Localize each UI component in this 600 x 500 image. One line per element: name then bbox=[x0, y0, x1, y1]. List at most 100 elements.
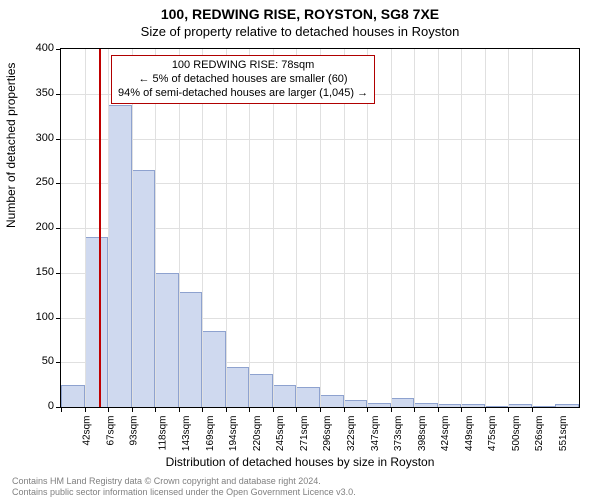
x-tick bbox=[508, 407, 509, 412]
histogram-bar bbox=[508, 404, 532, 407]
x-tick-label: 551sqm bbox=[558, 416, 569, 452]
gridline-v bbox=[391, 49, 392, 407]
plot-area: 100 REDWING RISE: 78sqm ← 5% of detached… bbox=[60, 48, 580, 408]
x-tick-label: 475sqm bbox=[487, 416, 498, 452]
x-tick bbox=[414, 407, 415, 412]
x-tick bbox=[226, 407, 227, 412]
annotation-line-1: 100 REDWING RISE: 78sqm bbox=[118, 59, 368, 73]
x-tick bbox=[391, 407, 392, 412]
y-tick-label: 50 bbox=[4, 355, 54, 367]
gridline-v bbox=[438, 49, 439, 407]
x-tick-label: 500sqm bbox=[511, 416, 522, 452]
y-tick bbox=[56, 228, 61, 229]
histogram-bar bbox=[132, 170, 156, 407]
y-tick bbox=[56, 49, 61, 50]
x-tick-label: 526sqm bbox=[534, 416, 545, 452]
x-axis-title: Distribution of detached houses by size … bbox=[0, 455, 600, 469]
footer-attribution: Contains HM Land Registry data © Crown c… bbox=[12, 476, 356, 498]
histogram-bar bbox=[61, 385, 85, 407]
x-tick bbox=[273, 407, 274, 412]
y-tick-label: 150 bbox=[4, 266, 54, 278]
x-tick bbox=[532, 407, 533, 412]
x-tick bbox=[367, 407, 368, 412]
histogram-bar bbox=[320, 395, 344, 407]
x-tick-label: 398sqm bbox=[417, 416, 428, 452]
x-tick-label: 449sqm bbox=[464, 416, 475, 452]
x-tick bbox=[296, 407, 297, 412]
x-tick bbox=[85, 407, 86, 412]
x-tick bbox=[438, 407, 439, 412]
gridline-v bbox=[485, 49, 486, 407]
y-tick-label: 250 bbox=[4, 176, 54, 188]
gridline-v bbox=[108, 49, 109, 407]
histogram-bar bbox=[414, 403, 438, 407]
y-tick bbox=[56, 94, 61, 95]
chart-title-main: 100, REDWING RISE, ROYSTON, SG8 7XE bbox=[0, 0, 600, 22]
x-tick bbox=[61, 407, 62, 412]
x-tick-label: 322sqm bbox=[346, 416, 357, 452]
x-tick-label: 296sqm bbox=[323, 416, 334, 452]
x-tick-label: 93sqm bbox=[129, 416, 140, 446]
chart-title-sub: Size of property relative to detached ho… bbox=[0, 22, 600, 39]
histogram-bar bbox=[555, 404, 579, 407]
histogram-bar bbox=[249, 374, 273, 407]
histogram-bar bbox=[438, 404, 462, 407]
x-tick-label: 220sqm bbox=[252, 416, 263, 452]
y-tick bbox=[56, 273, 61, 274]
y-tick bbox=[56, 139, 61, 140]
y-tick-label: 0 bbox=[4, 400, 54, 412]
annotation-line-2: ← 5% of detached houses are smaller (60) bbox=[118, 73, 368, 87]
gridline-v bbox=[414, 49, 415, 407]
histogram-bar bbox=[179, 292, 203, 407]
x-tick-label: 347sqm bbox=[370, 416, 381, 452]
histogram-bar bbox=[273, 385, 297, 407]
x-tick-label: 245sqm bbox=[275, 416, 286, 452]
gridline-v bbox=[508, 49, 509, 407]
x-tick bbox=[132, 407, 133, 412]
gridline-v bbox=[85, 49, 86, 407]
histogram-bar bbox=[461, 404, 485, 407]
histogram-bar bbox=[85, 237, 109, 407]
y-tick-label: 100 bbox=[4, 311, 54, 323]
y-tick bbox=[56, 362, 61, 363]
reference-line bbox=[99, 49, 101, 407]
histogram-bar bbox=[344, 400, 368, 407]
x-tick bbox=[344, 407, 345, 412]
histogram-bar bbox=[532, 406, 556, 407]
y-tick-label: 200 bbox=[4, 221, 54, 233]
x-tick-label: 271sqm bbox=[299, 416, 310, 452]
x-tick-label: 42sqm bbox=[82, 416, 93, 446]
x-tick-label: 169sqm bbox=[205, 416, 216, 452]
x-tick-label: 424sqm bbox=[440, 416, 451, 452]
x-tick bbox=[485, 407, 486, 412]
x-tick bbox=[155, 407, 156, 412]
x-tick bbox=[202, 407, 203, 412]
x-tick-label: 194sqm bbox=[228, 416, 239, 452]
y-tick-label: 350 bbox=[4, 87, 54, 99]
y-tick bbox=[56, 183, 61, 184]
annotation-box: 100 REDWING RISE: 78sqm ← 5% of detached… bbox=[111, 55, 375, 104]
histogram-bar bbox=[155, 273, 179, 407]
x-tick-label: 373sqm bbox=[393, 416, 404, 452]
x-tick-label: 67sqm bbox=[105, 416, 116, 446]
histogram-bar bbox=[367, 403, 391, 407]
chart-container: 100, REDWING RISE, ROYSTON, SG8 7XE Size… bbox=[0, 0, 600, 500]
histogram-bar bbox=[226, 367, 250, 407]
x-tick bbox=[108, 407, 109, 412]
gridline-v bbox=[461, 49, 462, 407]
x-tick-label: 143sqm bbox=[181, 416, 192, 452]
footer-line-1: Contains HM Land Registry data © Crown c… bbox=[12, 476, 356, 487]
gridline-v bbox=[532, 49, 533, 407]
y-tick bbox=[56, 318, 61, 319]
x-tick bbox=[461, 407, 462, 412]
y-tick-label: 400 bbox=[4, 42, 54, 54]
histogram-bar bbox=[202, 331, 226, 407]
histogram-bar bbox=[296, 387, 320, 407]
annotation-line-3: 94% of semi-detached houses are larger (… bbox=[118, 87, 368, 101]
x-tick-label: 118sqm bbox=[157, 416, 168, 451]
x-tick bbox=[179, 407, 180, 412]
x-tick bbox=[320, 407, 321, 412]
footer-line-2: Contains public sector information licen… bbox=[12, 487, 356, 498]
histogram-bar bbox=[108, 105, 132, 408]
y-tick-label: 300 bbox=[4, 132, 54, 144]
